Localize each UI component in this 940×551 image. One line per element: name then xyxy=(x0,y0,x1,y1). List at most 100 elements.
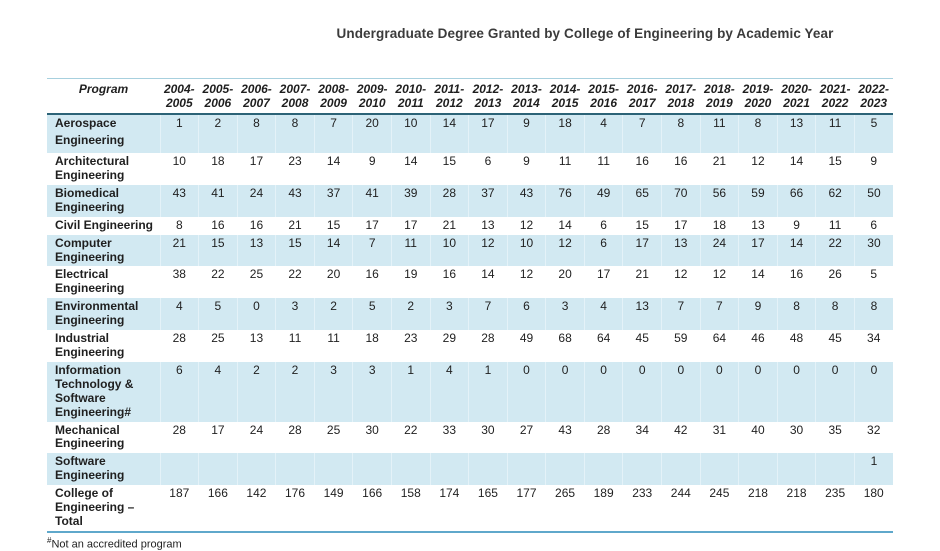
value-cell: 49 xyxy=(519,331,534,346)
value-cell: 21 xyxy=(442,217,457,232)
value-cell: 0 xyxy=(237,298,277,331)
value-cell: 17 xyxy=(738,234,778,267)
value-cell: 5 xyxy=(870,116,878,131)
value-cell: 68 xyxy=(558,331,572,346)
value-cell: 70 xyxy=(661,184,701,217)
value-cell: 10 xyxy=(430,234,470,267)
year-column-header-2006-2007: 2006- 2007 xyxy=(237,78,276,116)
value-cell: 11 xyxy=(815,114,855,154)
value-cell xyxy=(815,453,855,486)
value-cell: 14 xyxy=(481,267,495,282)
value-cell: 20 xyxy=(352,114,392,154)
value-cell: 6 xyxy=(507,298,547,331)
value-cell: 21 xyxy=(288,217,302,232)
value-cell: 32 xyxy=(867,422,881,437)
value-cell: 21 xyxy=(712,154,727,169)
year-column-header-2017-2018: 2017- 2018 xyxy=(661,78,701,116)
program-label: Industrial Engineering xyxy=(55,331,125,359)
value-cell: 56 xyxy=(700,184,740,217)
value-cell: 21 xyxy=(635,267,649,282)
value-cell: 10 xyxy=(172,154,186,169)
program-label: Biomedical Engineering xyxy=(47,184,161,217)
value-cell: 2 xyxy=(314,298,354,331)
footnote-text: Not an accredited program xyxy=(51,538,182,551)
table-row: Software Engineering 1 xyxy=(47,453,893,486)
year-column-header-2005-2006: 2005- 2006 xyxy=(198,78,238,116)
value-cell: 235 xyxy=(825,486,846,501)
value-cell: 76 xyxy=(545,184,585,217)
value-cell: 12 xyxy=(519,267,534,282)
value-cell: 7 xyxy=(352,234,392,267)
value-cell: 8 xyxy=(815,298,855,331)
year-column-header-2010-2011: 2010- 2011 xyxy=(391,78,431,116)
value-cell: 59 xyxy=(674,331,688,346)
value-cell xyxy=(661,453,701,486)
table-row: Biomedical Engineering 43 41 24 43 37 41 39 28 37 4… xyxy=(47,184,893,217)
value-cell: 0 xyxy=(815,361,855,422)
value-cell: 65 xyxy=(622,184,663,217)
value-cell: 16 xyxy=(635,154,649,169)
value-cell: 17 xyxy=(249,154,264,169)
value-cell: 28 xyxy=(596,422,611,437)
value-cell: 15 xyxy=(198,234,238,267)
value-cell: 17 xyxy=(468,114,508,154)
value-cell: 13 xyxy=(249,331,264,346)
value-cell: 3 xyxy=(275,298,315,331)
value-cell: 31 xyxy=(712,422,727,437)
value-cell: 14 xyxy=(789,154,804,169)
value-cell: 13 xyxy=(237,234,277,267)
value-cell: 2 xyxy=(198,114,238,154)
value-cell: 22 xyxy=(211,267,225,282)
value-cell: 0 xyxy=(870,362,878,377)
value-cell: 62 xyxy=(815,184,855,217)
year-column-header-2021-2022: 2021- 2022 xyxy=(815,78,855,116)
value-cell: 218 xyxy=(786,486,807,501)
value-cell xyxy=(352,453,392,486)
value-cell: 30 xyxy=(365,422,379,437)
value-cell: 4 xyxy=(584,114,624,154)
value-cell: 8 xyxy=(237,114,277,154)
value-cell: 24 xyxy=(237,184,277,217)
value-cell: 15 xyxy=(442,154,457,169)
value-cell: 22 xyxy=(815,234,855,267)
value-cell: 0 xyxy=(738,361,778,422)
value-cell: 177 xyxy=(516,486,537,501)
value-cell: 1 xyxy=(468,361,508,422)
value-cell: 20 xyxy=(326,267,341,282)
value-cell: 28 xyxy=(430,184,470,217)
value-cell: 9 xyxy=(738,298,778,331)
value-cell: 3 xyxy=(314,361,354,422)
document-page: Undergraduate Degree Granted by College … xyxy=(47,26,893,551)
value-cell: 33 xyxy=(442,422,457,437)
value-cell: 6 xyxy=(484,154,492,169)
value-cell: 25 xyxy=(249,267,264,282)
value-cell: 187 xyxy=(169,486,190,501)
value-cell: 12 xyxy=(712,267,727,282)
value-cell: 265 xyxy=(555,486,576,501)
value-cell: 12 xyxy=(468,234,508,267)
value-cell: 8 xyxy=(175,217,183,232)
value-cell: 0 xyxy=(622,361,663,422)
value-cell: 166 xyxy=(362,486,383,501)
value-cell: 8 xyxy=(870,299,878,314)
value-cell: 12 xyxy=(545,234,585,267)
value-cell: 3 xyxy=(352,361,392,422)
value-cell: 29 xyxy=(442,331,457,346)
value-cell: 9 xyxy=(793,217,800,232)
value-cell: 18 xyxy=(545,114,585,154)
value-cell xyxy=(622,453,663,486)
value-cell: 6 xyxy=(600,217,607,232)
value-cell xyxy=(545,453,585,486)
value-cell xyxy=(468,453,508,486)
value-cell: 7 xyxy=(700,298,740,331)
program-label: Software Engineering xyxy=(47,453,161,486)
value-cell: 43 xyxy=(275,184,315,217)
value-cell: 11 xyxy=(327,331,340,346)
value-cell: 64 xyxy=(712,331,727,346)
value-cell: 17 xyxy=(622,234,663,267)
value-cell: 15 xyxy=(635,217,649,232)
value-cell: 26 xyxy=(828,267,842,282)
value-cell: 7 xyxy=(468,298,508,331)
value-cell: 42 xyxy=(674,422,688,437)
value-cell: 28 xyxy=(172,422,186,437)
